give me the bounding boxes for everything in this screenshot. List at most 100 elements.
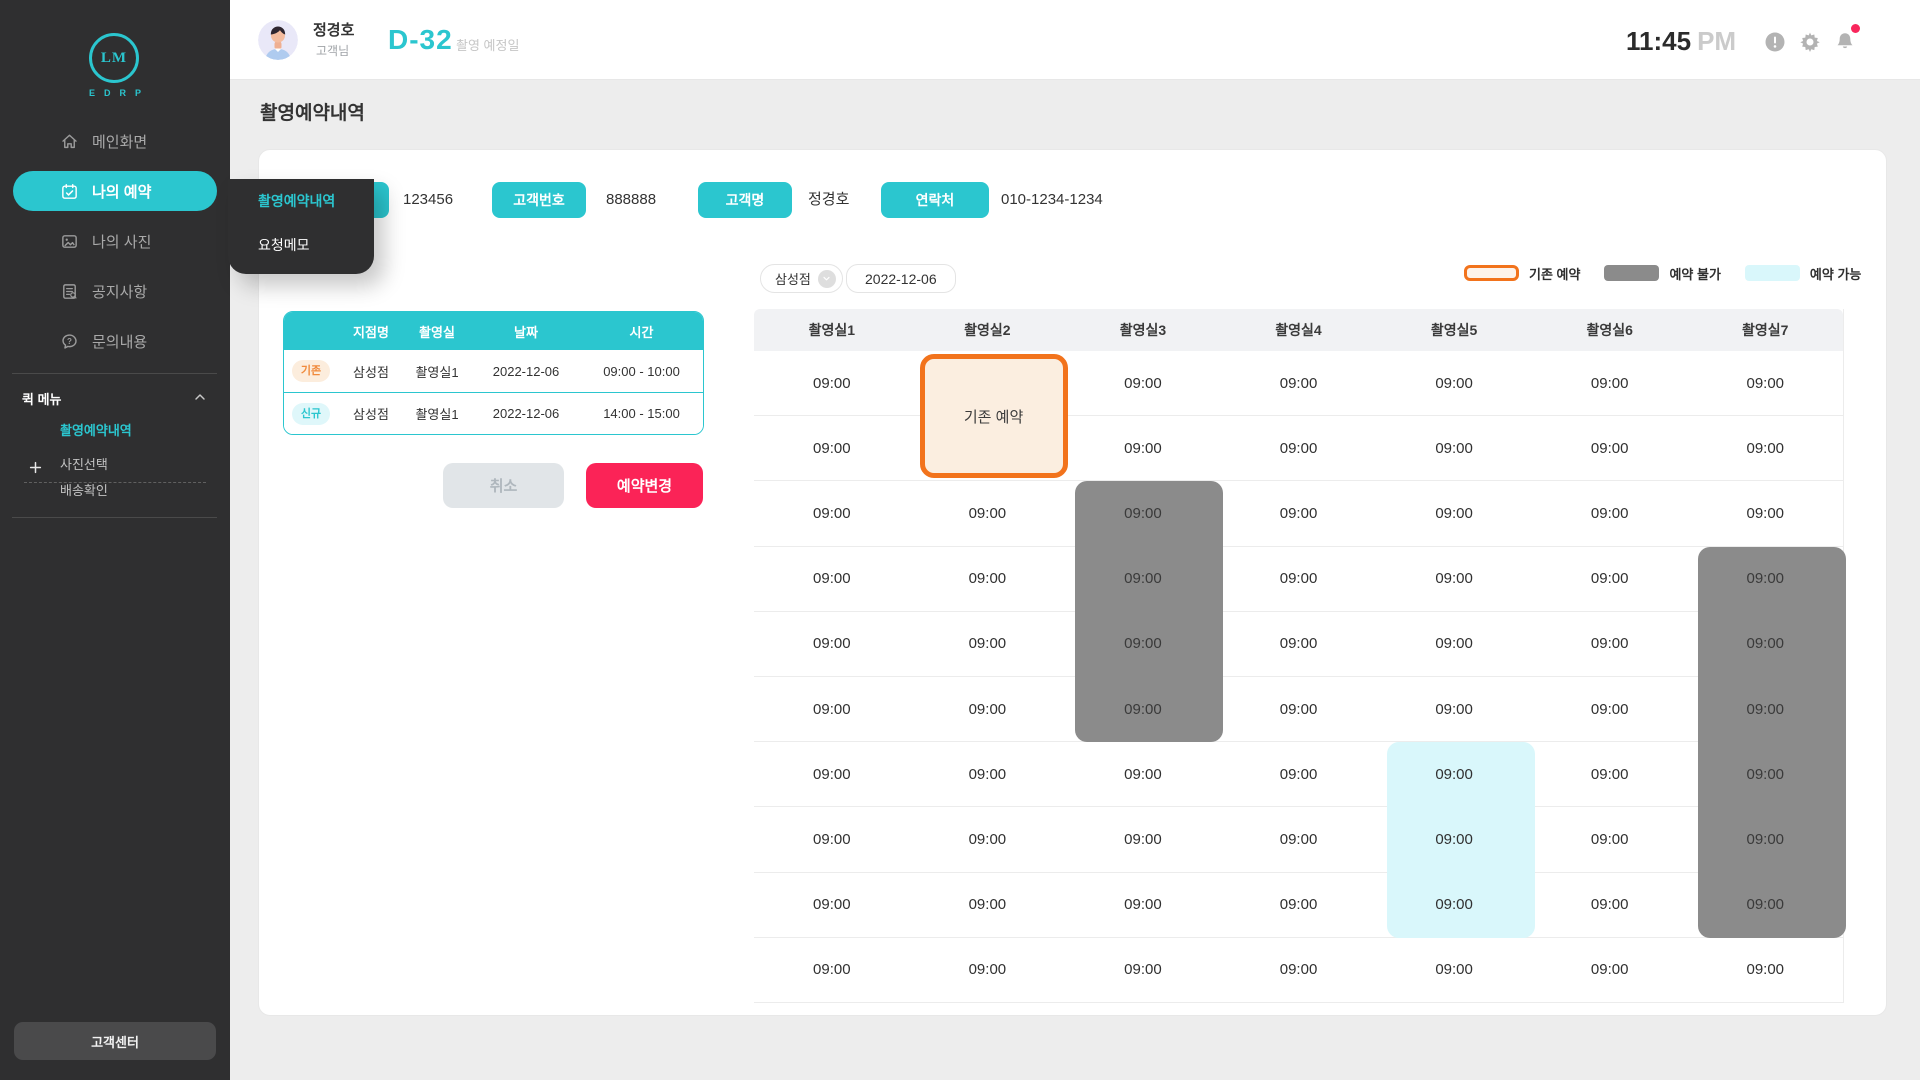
quick-item-shoot-history[interactable]: 촬영예약내역 xyxy=(0,418,230,444)
sidebar-item-main[interactable]: 메인화면 xyxy=(0,116,230,166)
time-slot-r10-c1[interactable]: 09:00 xyxy=(813,961,851,979)
quick-item-delivery-check[interactable]: 배송확인 xyxy=(0,478,230,504)
header-cell: 지점명 xyxy=(353,324,389,340)
time-slot-r8-c4[interactable]: 09:00 xyxy=(1279,830,1318,848)
time-slot-r7-c3[interactable]: 09:00 xyxy=(1124,765,1162,783)
time-slot-r10-c4[interactable]: 09:00 xyxy=(1279,961,1318,979)
time-slot-r5-c6[interactable]: 09:00 xyxy=(1590,635,1629,653)
time-slot-r9-c6[interactable]: 09:00 xyxy=(1590,896,1629,914)
quick-menu-header[interactable]: 퀵 메뉴 xyxy=(0,384,230,412)
time-slot-r2-c3[interactable]: 09:00 xyxy=(1124,439,1162,457)
time-slot-r1-c5[interactable]: 09:00 xyxy=(1435,374,1473,392)
time-slot-r3-c3-unavailable[interactable]: 09:00 xyxy=(1124,504,1162,522)
time-slot-r6-c3-unavailable[interactable]: 09:00 xyxy=(1124,700,1162,718)
time-slot-r8-c6[interactable]: 09:00 xyxy=(1590,830,1629,848)
time-slot-r2-c1[interactable]: 09:00 xyxy=(813,439,851,457)
flyout-item-0[interactable]: 촬영예약내역 xyxy=(258,193,336,209)
time-slot-r6-c5[interactable]: 09:00 xyxy=(1435,700,1473,718)
info-chip-value-0: 123456 xyxy=(403,191,454,208)
time-slot-r1-c3[interactable]: 09:00 xyxy=(1124,374,1162,392)
time-slot-r10-c6[interactable]: 09:00 xyxy=(1590,961,1629,979)
content-card: 123456 고객번호 888888 고객명 정경호 연락처 010-1234-1234 지… xyxy=(258,149,1887,1016)
time-slot-r8-c7-unavailable[interactable]: 09:00 xyxy=(1746,830,1785,848)
time-slot-r5-c7-unavailable[interactable]: 09:00 xyxy=(1746,635,1785,653)
time-slot-r3-c4[interactable]: 09:00 xyxy=(1279,504,1318,522)
time-slot-r3-c2[interactable]: 09:00 xyxy=(968,504,1007,522)
time-slot-r10-c3[interactable]: 09:00 xyxy=(1124,961,1162,979)
sidebar-item-photos[interactable]: 나의 사진 xyxy=(0,216,230,266)
time-slot-r8-c2[interactable]: 09:00 xyxy=(968,830,1007,848)
time-slot-r2-c7[interactable]: 09:00 xyxy=(1746,439,1785,457)
time-slot-r7-c1[interactable]: 09:00 xyxy=(813,765,851,783)
time-slot-r4-c7-unavailable[interactable]: 09:00 xyxy=(1746,570,1785,588)
sidebar-item-label: 공지사항 xyxy=(92,283,148,301)
quick-item-photo-select[interactable]: 사진선택 xyxy=(0,452,230,478)
branch-select[interactable]: 삼성점 xyxy=(760,264,843,293)
time-slot-r1-c7[interactable]: 09:00 xyxy=(1746,374,1785,392)
time-slot-r7-c5-available[interactable]: 09:00 xyxy=(1435,765,1473,783)
calendar-check-icon xyxy=(60,182,79,201)
dday-caption: 촬영 예정일 xyxy=(456,38,520,53)
time-slot-r4-c5[interactable]: 09:00 xyxy=(1435,570,1473,588)
time-slot-r4-c6[interactable]: 09:00 xyxy=(1590,570,1629,588)
time-slot-r5-c5[interactable]: 09:00 xyxy=(1435,635,1473,653)
time-slot-r5-c2[interactable]: 09:00 xyxy=(968,635,1007,653)
time-slot-r6-c7-unavailable[interactable]: 09:00 xyxy=(1746,700,1785,718)
time-slot-r10-c2[interactable]: 09:00 xyxy=(968,961,1007,979)
alert-icon[interactable] xyxy=(1764,31,1786,53)
settings-gear-icon[interactable] xyxy=(1799,31,1821,53)
reservation-row-existing[interactable]: 기존 삼성점 촬영실1 2022-12-06 09:00 - 10:00 xyxy=(284,350,703,392)
time-slot-r1-c1[interactable]: 09:00 xyxy=(813,374,851,392)
time-slot-r5-c3-unavailable[interactable]: 09:00 xyxy=(1124,635,1162,653)
time-slot-r2-c5[interactable]: 09:00 xyxy=(1435,439,1473,457)
time-slot-r10-c5[interactable]: 09:00 xyxy=(1435,961,1473,979)
time-slot-r4-c2[interactable]: 09:00 xyxy=(968,570,1007,588)
change-reservation-button[interactable]: 예약변경 xyxy=(586,463,703,508)
time-slot-r8-c3[interactable]: 09:00 xyxy=(1124,830,1162,848)
time-slot-r3-c7[interactable]: 09:00 xyxy=(1746,504,1785,522)
time-slot-r9-c3[interactable]: 09:00 xyxy=(1124,896,1162,914)
sidebar-item-reservation[interactable]: 나의 예약 xyxy=(13,171,217,211)
user-avatar[interactable] xyxy=(258,20,298,60)
time-slot-r9-c1[interactable]: 09:00 xyxy=(813,896,851,914)
time-slot-r3-c6[interactable]: 09:00 xyxy=(1590,504,1629,522)
reservation-row-new[interactable]: 신규 삼성점 촬영실1 2022-12-06 14:00 - 15:00 xyxy=(284,392,703,434)
time-slot-r6-c1[interactable]: 09:00 xyxy=(813,700,851,718)
time-slot-r8-c1[interactable]: 09:00 xyxy=(813,830,851,848)
time-slot-r2-c4[interactable]: 09:00 xyxy=(1279,439,1318,457)
time-slot-r6-c4[interactable]: 09:00 xyxy=(1279,700,1318,718)
notification-bell-icon[interactable] xyxy=(1834,31,1856,53)
time-slot-r6-c2[interactable]: 09:00 xyxy=(968,700,1007,718)
time-slot-r5-c1[interactable]: 09:00 xyxy=(813,635,851,653)
time-slot-r1-c6[interactable]: 09:00 xyxy=(1590,374,1629,392)
grid-row-9: 09:00 09:00 09:00 09:00 09:00 09:00 09:00 xyxy=(754,873,1843,938)
time-slot-r5-c4[interactable]: 09:00 xyxy=(1279,635,1318,653)
time-slot-r6-c6[interactable]: 09:00 xyxy=(1590,700,1629,718)
time-slot-r4-c4[interactable]: 09:00 xyxy=(1279,570,1318,588)
time-slot-r9-c4[interactable]: 09:00 xyxy=(1279,896,1318,914)
status-badge: 기존 xyxy=(292,360,330,382)
time-slot-r3-c1[interactable]: 09:00 xyxy=(813,504,851,522)
time-slot-r7-c2[interactable]: 09:00 xyxy=(968,765,1007,783)
time-slot-r3-c5[interactable]: 09:00 xyxy=(1435,504,1473,522)
time-slot-r9-c5-available[interactable]: 09:00 xyxy=(1435,896,1473,914)
time-slot-r7-c7-unavailable[interactable]: 09:00 xyxy=(1746,765,1785,783)
time-slot-r9-c7-unavailable[interactable]: 09:00 xyxy=(1746,896,1785,914)
time-slot-r1-c4[interactable]: 09:00 xyxy=(1279,374,1318,392)
grid-row-7: 09:00 09:00 09:00 09:00 09:00 09:00 09:00 xyxy=(754,742,1843,808)
time-slot-r10-c7[interactable]: 09:00 xyxy=(1746,961,1785,979)
time-slot-r4-c1[interactable]: 09:00 xyxy=(813,570,851,588)
time-slot-r7-c6[interactable]: 09:00 xyxy=(1590,765,1629,783)
time-slot-r8-c5-available[interactable]: 09:00 xyxy=(1435,830,1473,848)
time-slot-r2-c6[interactable]: 09:00 xyxy=(1590,439,1629,457)
sidebar-item-notice[interactable]: 공지사항 xyxy=(0,266,230,316)
time-slot-r7-c4[interactable]: 09:00 xyxy=(1279,765,1318,783)
flyout-item-1[interactable]: 요청메모 xyxy=(258,237,310,253)
time-slot-r4-c3-unavailable[interactable]: 09:00 xyxy=(1124,570,1162,588)
cancel-button[interactable]: 취소 xyxy=(443,463,564,508)
sidebar-item-inquiry[interactable]: ? 문의내용 xyxy=(0,316,230,366)
customer-center-button[interactable]: 고객센터 xyxy=(14,1022,216,1060)
time-slot-r9-c2[interactable]: 09:00 xyxy=(968,896,1007,914)
date-filter[interactable]: 2022-12-06 xyxy=(846,264,956,293)
grid-row-1: 09:00 09:00 09:00 09:00 09:00 09:00 xyxy=(754,351,1843,417)
